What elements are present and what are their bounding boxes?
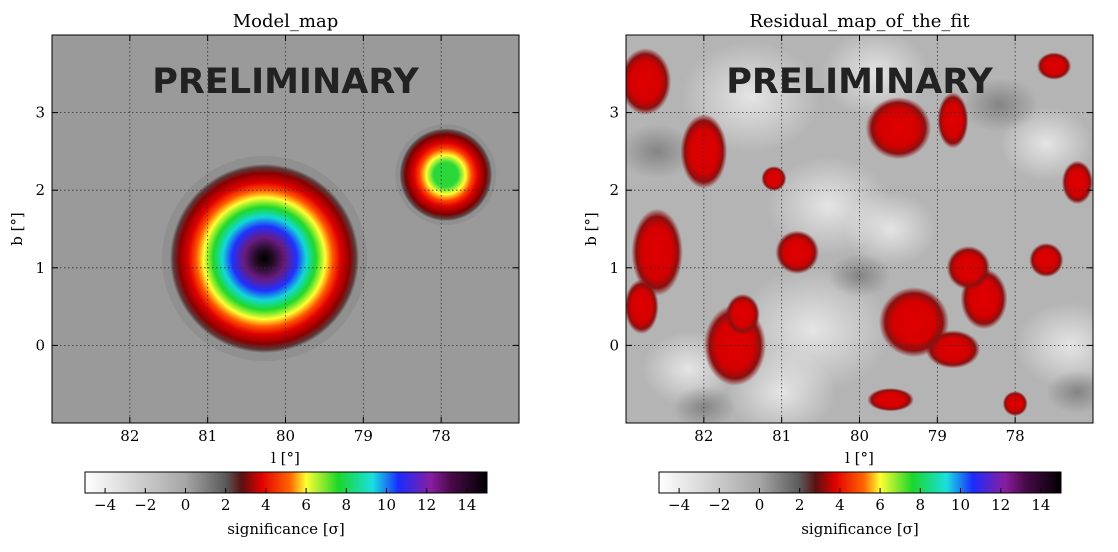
residual-dark-patch	[1046, 370, 1093, 414]
colorbar-tick-label: 14	[457, 496, 476, 514]
colorbar-tick-label: −2	[134, 496, 156, 514]
y-axis-label: b [°]	[582, 212, 600, 246]
residual-dark-patch	[626, 124, 697, 179]
x-tick-label: 79	[354, 427, 373, 445]
colorbar-tick-label: 2	[221, 496, 231, 514]
colorbar-tick-label: 10	[951, 496, 970, 514]
x-tick-label: 81	[772, 427, 791, 445]
residual-hotspot	[1029, 242, 1064, 278]
source-2	[399, 127, 493, 222]
residual-hotspot	[725, 293, 760, 335]
x-tick-label: 80	[276, 427, 295, 445]
colorbar-tick-label: 0	[755, 496, 765, 514]
plot-area	[52, 35, 519, 423]
residual-hotspot	[626, 48, 672, 115]
colorbar-tick-label: 12	[417, 496, 436, 514]
x-tick-label: 81	[198, 427, 217, 445]
residual-light-patch	[843, 191, 938, 267]
colorbar-tick-label: 10	[377, 496, 396, 514]
chart-title: Residual_map_of_the_fit	[749, 11, 970, 32]
colorbar-tick-label: 12	[991, 496, 1010, 514]
y-tick-label: 0	[35, 336, 45, 354]
x-tick-label: 82	[694, 427, 713, 445]
watermark-text: PRELIMINARY	[726, 62, 993, 102]
residual-hotspot	[1036, 52, 1072, 80]
colorbar	[658, 471, 1062, 494]
colorbar-tick-label: 6	[301, 496, 311, 514]
colorbar-tick-label: 6	[875, 496, 885, 514]
residual-hotspot	[1093, 294, 1118, 334]
y-tick-label: 1	[609, 259, 619, 277]
residual-hotspot	[761, 166, 787, 192]
colorbar-tick-label: −2	[708, 496, 730, 514]
y-tick-label: 2	[609, 181, 619, 199]
residual-dark-patch	[960, 77, 1039, 133]
x-axis-label: l [°]	[271, 449, 300, 467]
residual-hotspot	[937, 92, 969, 149]
colorbar	[84, 471, 488, 494]
x-tick-label: 79	[928, 427, 947, 445]
plot-area	[626, 35, 1118, 423]
y-tick-label: 3	[35, 104, 45, 122]
x-tick-label: 80	[850, 427, 869, 445]
colorbar-tick-label: 8	[342, 496, 352, 514]
residual-hotspot	[1061, 160, 1093, 205]
y-tick-label: 3	[609, 104, 619, 122]
y-axis-label: b [°]	[8, 212, 26, 246]
residual-hotspot	[775, 230, 820, 275]
colorbar-label: significance [σ]	[801, 520, 919, 538]
colorbar-tick-label: 8	[916, 496, 926, 514]
residual-light-patch	[820, 35, 930, 118]
residual-hotspot	[631, 208, 683, 296]
residual-hotspot	[867, 388, 914, 412]
colorbar-tick-label: 4	[261, 496, 271, 514]
y-tick-label: 0	[609, 336, 619, 354]
source-1	[169, 163, 360, 354]
residual-hotspot	[925, 330, 981, 369]
colorbar-tick-label: −4	[668, 496, 690, 514]
colorbar-tick-label: 2	[795, 496, 805, 514]
residual-hotspot	[626, 279, 659, 334]
y-tick-label: 2	[35, 181, 45, 199]
residual-hotspot	[946, 246, 991, 290]
colorbar-tick-label: −4	[94, 496, 116, 514]
watermark-text: PRELIMINARY	[152, 62, 419, 102]
colorbar-tick-label: 4	[835, 496, 845, 514]
x-tick-label: 78	[432, 427, 451, 445]
y-tick-label: 1	[35, 259, 45, 277]
x-tick-label: 78	[1006, 427, 1025, 445]
x-tick-label: 82	[120, 427, 139, 445]
colorbar-label: significance [σ]	[227, 520, 345, 538]
residual-hotspot	[865, 97, 932, 160]
chart-title: Model_map	[233, 11, 339, 32]
colorbar-tick-label: 14	[1031, 496, 1050, 514]
x-axis-label: l [°]	[845, 449, 874, 467]
colorbar-tick-label: 0	[181, 496, 191, 514]
